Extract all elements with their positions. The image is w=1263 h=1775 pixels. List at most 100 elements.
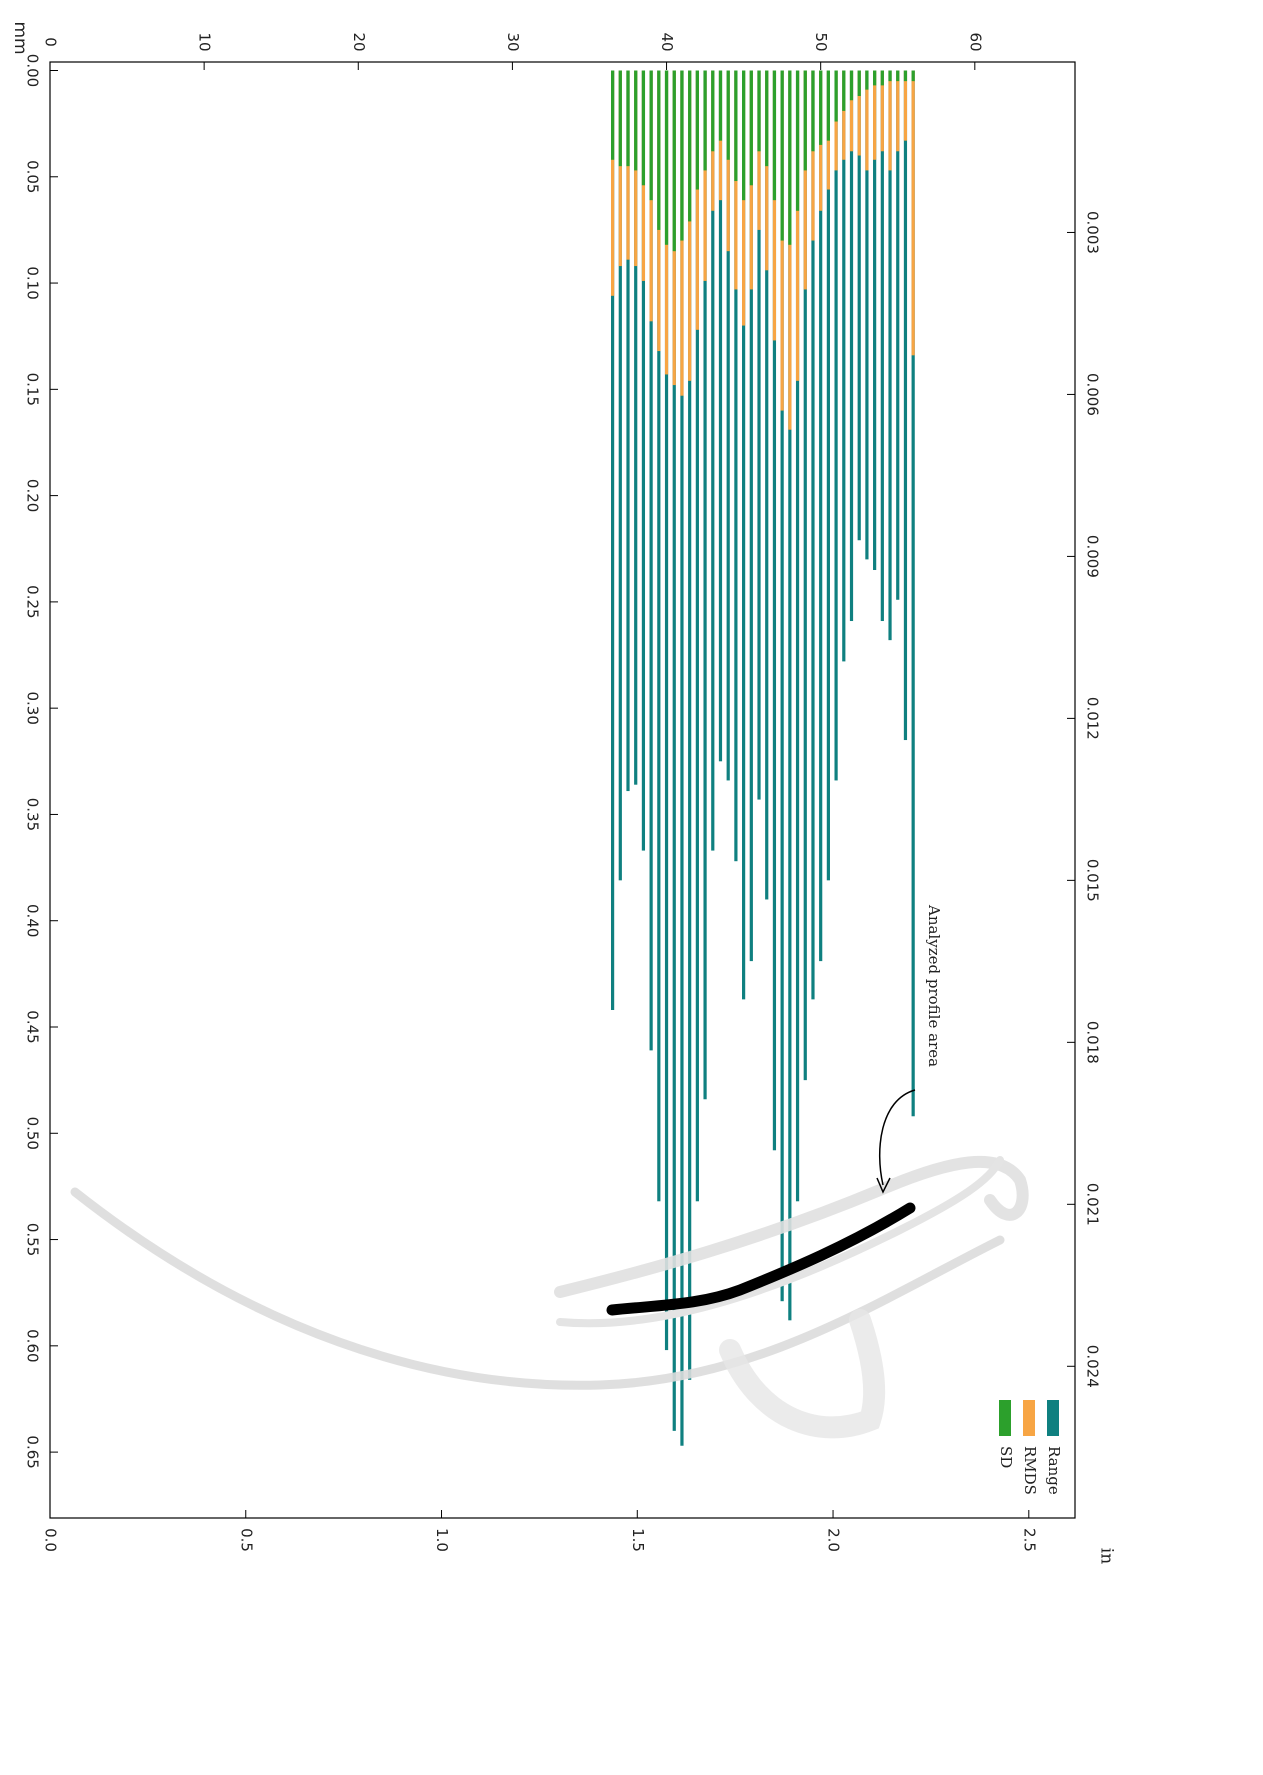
bar — [664, 70, 669, 1351]
bar — [718, 70, 723, 762]
bar — [626, 70, 630, 792]
y-tick-label: 0.00 — [24, 54, 42, 87]
x-tick-label: 60 — [966, 32, 984, 51]
annotation-arrow — [878, 1089, 916, 1186]
bar — [788, 70, 792, 430]
bar — [688, 70, 692, 381]
bar — [672, 70, 676, 252]
y-tick-label: 0.20 — [24, 479, 42, 512]
x2-tick-label: 0.0 — [42, 1528, 60, 1552]
bar — [703, 70, 707, 281]
y-tick-label: 0.55 — [24, 1223, 42, 1256]
x2-tick-label: 2.5 — [1020, 1528, 1038, 1552]
bar — [834, 70, 838, 781]
bar — [803, 70, 807, 171]
bar — [772, 70, 777, 341]
bar — [718, 70, 723, 141]
bar — [695, 70, 699, 1202]
bar — [757, 70, 761, 152]
bar — [795, 70, 800, 381]
y-tick-label: 0.35 — [24, 798, 42, 831]
bar — [711, 70, 715, 152]
bar — [734, 70, 738, 182]
bar — [788, 70, 792, 245]
bar — [657, 70, 661, 1202]
y2-tick-label: 0.021 — [1084, 1183, 1102, 1226]
bar — [896, 70, 900, 152]
bar — [903, 70, 908, 141]
y2-tick-label: 0.018 — [1084, 1021, 1102, 1064]
bar — [819, 70, 823, 145]
bar — [649, 70, 653, 201]
bar — [765, 70, 769, 900]
x2-tick-label: 1.5 — [629, 1528, 647, 1552]
y-tick-label: 0.45 — [24, 1010, 42, 1043]
bar — [903, 70, 908, 741]
bar — [865, 70, 869, 90]
bar — [703, 70, 707, 171]
x-tick-label: 40 — [658, 32, 676, 51]
bar — [880, 70, 884, 152]
bar — [688, 70, 692, 222]
annotation: Analyzed profile area — [925, 904, 943, 1067]
y-tick-label: 0.60 — [24, 1329, 42, 1362]
x2-tick-label: 0.5 — [237, 1528, 255, 1552]
bar — [842, 70, 846, 662]
bar — [726, 70, 730, 252]
bar — [811, 70, 815, 241]
bar — [664, 70, 669, 245]
bar — [780, 70, 784, 1302]
x-tick-label: 20 — [350, 32, 368, 51]
bar — [873, 70, 877, 571]
bar — [880, 70, 884, 622]
bar — [811, 70, 815, 1000]
bar — [788, 70, 792, 1321]
bar — [695, 70, 699, 190]
bar — [634, 70, 638, 785]
legend-label: Range — [1045, 1446, 1063, 1495]
y-tick-label: 0.65 — [24, 1435, 42, 1468]
bar — [865, 70, 869, 560]
bar — [880, 70, 884, 86]
plot-frame — [49, 61, 1076, 1519]
y2-axis-label: in — [1097, 1548, 1117, 1564]
legend-label: RMDS — [1021, 1446, 1039, 1495]
bar — [772, 70, 777, 1151]
y2-tick-label: 0.015 — [1084, 859, 1102, 902]
y-tick-label: 0.40 — [24, 904, 42, 937]
bar — [711, 70, 715, 851]
bar — [842, 70, 846, 160]
y2-tick-label: 0.003 — [1084, 211, 1102, 254]
bar — [772, 70, 777, 201]
x2-tick-label: 2.0 — [825, 1528, 843, 1552]
bar — [680, 70, 684, 241]
x-tick-label: 30 — [504, 32, 522, 51]
bar — [795, 70, 800, 211]
legend-label: SD — [997, 1446, 1015, 1468]
bar — [826, 70, 830, 141]
bar — [626, 70, 630, 167]
specimen-image — [70, 1155, 1029, 1439]
bar — [888, 70, 892, 641]
y-tick-label: 0.30 — [24, 691, 42, 724]
bar — [780, 70, 784, 241]
bar — [618, 70, 622, 267]
y-tick-label: 0.05 — [24, 160, 42, 193]
bar — [896, 70, 900, 600]
bar — [641, 70, 646, 851]
bar — [849, 70, 854, 622]
x2-tick-label: 1.0 — [433, 1528, 451, 1552]
bar — [726, 70, 730, 781]
bar — [618, 70, 622, 881]
bar — [803, 70, 807, 290]
bar — [811, 70, 815, 152]
y2-tick-label: 0.024 — [1084, 1345, 1102, 1388]
y-tick-label: 0.10 — [24, 266, 42, 299]
bar — [742, 70, 746, 201]
bar — [742, 70, 746, 1000]
bar — [680, 70, 684, 1446]
y2-tick-label: 0.006 — [1084, 373, 1102, 416]
bar — [873, 70, 877, 160]
